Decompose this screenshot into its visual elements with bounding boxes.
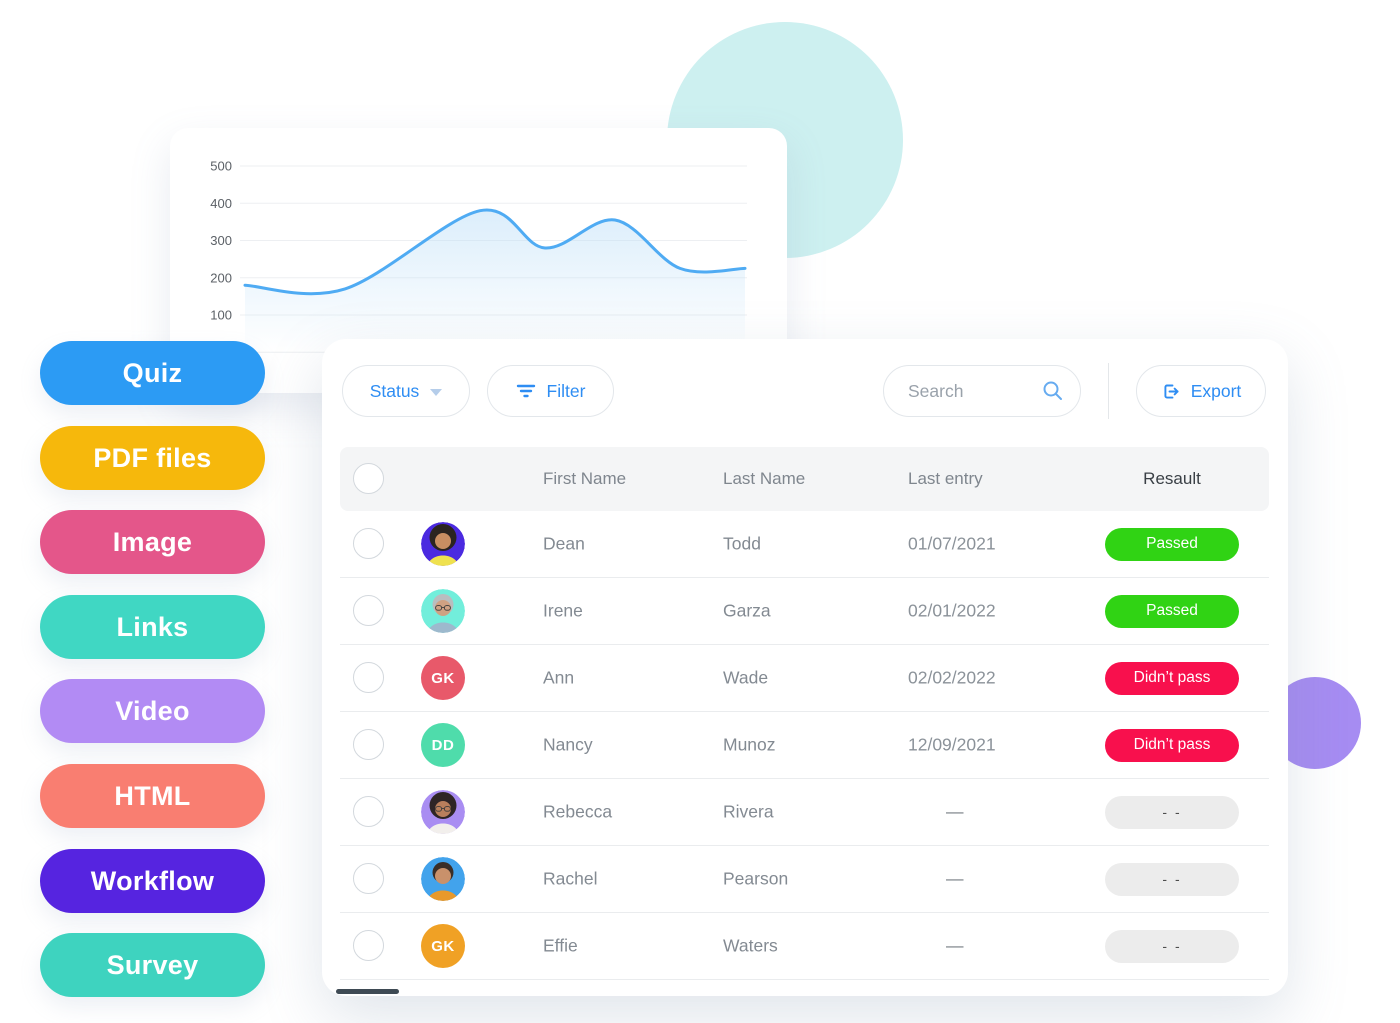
- result-badge: Passed: [1105, 527, 1239, 561]
- avatar: GK: [421, 656, 465, 700]
- table-row[interactable]: DD Nancy Munoz 12/09/2021 Didn’t pass: [340, 712, 1269, 779]
- export-icon: [1164, 384, 1179, 399]
- cell-last-name: Waters: [723, 935, 778, 956]
- sidebar-pill-image[interactable]: Image: [40, 510, 265, 574]
- row-checkbox[interactable]: [353, 930, 384, 961]
- cell-last-entry: 01/07/2021: [908, 533, 996, 554]
- avatar: GK: [421, 924, 465, 968]
- results-table-card: Status Filter Export: [322, 339, 1288, 996]
- result-badge: - -: [1105, 795, 1239, 829]
- result-badge: Didn’t pass: [1105, 661, 1239, 695]
- table-row[interactable]: Rebecca Rivera — - -: [340, 779, 1269, 846]
- chevron-down-icon: [430, 388, 443, 396]
- column-header-last-name: Last Name: [723, 469, 806, 488]
- cell-last-entry: 12/09/2021: [908, 734, 996, 755]
- search-input[interactable]: [883, 365, 1081, 417]
- svg-text:400: 400: [210, 196, 232, 211]
- sidebar-pill-video[interactable]: Video: [40, 679, 265, 743]
- result-badge: - -: [1105, 862, 1239, 896]
- avatar: [421, 589, 465, 633]
- cell-last-entry: 02/01/2022: [908, 600, 996, 621]
- table-row[interactable]: GK Effie Waters — - -: [340, 913, 1269, 980]
- line-chart: 100 200 300 400 500: [210, 159, 747, 353]
- sidebar-pill-html[interactable]: HTML: [40, 764, 265, 828]
- filter-button[interactable]: Filter: [487, 365, 614, 417]
- export-button-label: Export: [1190, 380, 1242, 401]
- cell-last-entry: —: [946, 801, 964, 822]
- cell-first-name: Rachel: [543, 868, 598, 889]
- column-header-last-entry: Last entry: [908, 469, 983, 488]
- row-checkbox[interactable]: [353, 796, 384, 827]
- cell-first-name: Effie: [543, 935, 578, 956]
- sidebar-pill-links[interactable]: Links: [40, 595, 265, 659]
- sidebar-pill-pdf-files[interactable]: PDF files: [40, 426, 265, 490]
- status-dropdown-label: Status: [369, 380, 420, 401]
- cell-last-name: Pearson: [723, 868, 789, 889]
- table-row[interactable]: Irene Garza 02/01/2022 Passed: [340, 578, 1269, 645]
- table-row[interactable]: Rachel Pearson — - -: [340, 846, 1269, 913]
- filter-button-label: Filter: [546, 380, 586, 401]
- cell-first-name: Rebecca: [543, 801, 613, 822]
- horizontal-scrollbar-handle[interactable]: [336, 989, 399, 994]
- cell-last-entry: —: [946, 935, 964, 956]
- cell-last-name: Garza: [723, 600, 771, 621]
- avatar: [421, 857, 465, 901]
- row-checkbox[interactable]: [353, 595, 384, 626]
- sidebar-pill-workflow[interactable]: Workflow: [40, 849, 265, 913]
- row-checkbox[interactable]: [353, 528, 384, 559]
- svg-text:100: 100: [210, 308, 232, 323]
- cell-last-name: Wade: [723, 667, 769, 688]
- avatar: [421, 790, 465, 834]
- avatar: [421, 522, 465, 566]
- svg-text:200: 200: [210, 270, 232, 285]
- table-header-row: First Name Last Name Last entry Resault: [340, 447, 1269, 511]
- sidebar-pill-survey[interactable]: Survey: [40, 933, 265, 997]
- search-icon[interactable]: [1041, 379, 1065, 403]
- cell-last-name: Rivera: [723, 801, 774, 822]
- table-row[interactable]: GK Ann Wade 02/02/2022 Didn’t pass: [340, 645, 1269, 712]
- cell-first-name: Dean: [543, 533, 585, 554]
- table-row[interactable]: Dean Todd 01/07/2021 Passed: [340, 511, 1269, 578]
- sidebar-pill-quiz[interactable]: Quiz: [40, 341, 265, 405]
- cell-first-name: Irene: [543, 600, 583, 621]
- svg-text:500: 500: [210, 159, 232, 174]
- result-badge: Didn’t pass: [1105, 728, 1239, 762]
- cell-last-entry: 02/02/2022: [908, 667, 996, 688]
- cell-last-name: Munoz: [723, 734, 776, 755]
- status-dropdown[interactable]: Status: [342, 365, 470, 417]
- cell-last-entry: —: [946, 868, 964, 889]
- result-badge: Passed: [1105, 594, 1239, 628]
- table-body: Dean Todd 01/07/2021 Passed Irene Garza …: [340, 511, 1269, 980]
- column-header-first-name: First Name: [543, 469, 627, 488]
- row-checkbox[interactable]: [353, 729, 384, 760]
- filter-icon: [516, 384, 535, 398]
- row-checkbox[interactable]: [353, 662, 384, 693]
- avatar: DD: [421, 723, 465, 767]
- toolbar-divider: [1108, 363, 1109, 419]
- row-checkbox[interactable]: [353, 863, 384, 894]
- result-badge: - -: [1105, 929, 1239, 963]
- cell-last-name: Todd: [723, 533, 761, 554]
- search-box: [883, 365, 1081, 417]
- column-header-result: Resault: [1143, 469, 1201, 488]
- svg-text:300: 300: [210, 233, 232, 248]
- select-all-checkbox[interactable]: [353, 463, 384, 494]
- cell-first-name: Nancy: [543, 734, 593, 755]
- cell-first-name: Ann: [543, 667, 575, 688]
- export-button[interactable]: Export: [1136, 365, 1266, 417]
